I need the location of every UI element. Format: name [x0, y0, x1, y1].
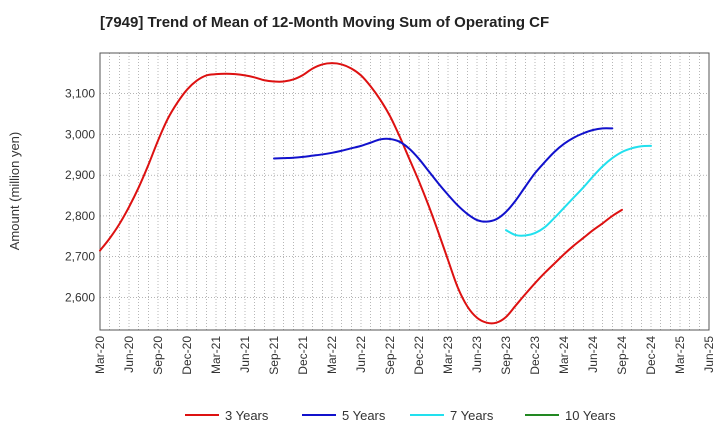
x-tick-label: Dec-24 [644, 336, 658, 375]
x-tick-label: Sep-24 [615, 336, 629, 375]
x-tick-label: Mar-22 [325, 336, 339, 374]
series-line-5-years [273, 127, 614, 223]
plot-frame [99, 52, 710, 331]
y-tick-labels: 2,600 2,700 2,800 2,900 3,000 3,100 [65, 87, 95, 305]
x-tick-label: Mar-20 [93, 336, 107, 374]
y-tick-label: 3,100 [65, 87, 95, 101]
x-tick-label: Sep-20 [151, 336, 165, 375]
series-line-7-years [505, 144, 652, 237]
x-tick-label: Dec-22 [412, 336, 426, 375]
x-tick-label: Dec-23 [528, 336, 542, 375]
x-tick-label: Sep-21 [267, 336, 281, 375]
series-line-3-years [99, 62, 623, 325]
y-tick-label: 2,600 [65, 290, 95, 304]
legend: 3 Years 5 Years 7 Years 10 Years [185, 408, 616, 423]
x-tick-label: Dec-20 [180, 336, 194, 375]
legend-label-5-years: 5 Years [342, 408, 386, 423]
legend-label-3-years: 3 Years [225, 408, 269, 423]
legend-label-10-years: 10 Years [565, 408, 616, 423]
x-tick-label: Mar-23 [441, 336, 455, 374]
x-tick-label: Dec-21 [296, 336, 310, 375]
y-axis-label: Amount (million yen) [7, 132, 22, 251]
x-tick-labels: Mar-20 Jun-20 Sep-20 Dec-20 Mar-21 Jun-21 Sep-… [93, 336, 716, 375]
series-layer [99, 62, 652, 325]
x-tick-label: Sep-22 [383, 336, 397, 375]
y-tick-label: 2,800 [65, 209, 95, 223]
x-tick-label: Mar-25 [673, 336, 687, 374]
x-tick-label: Mar-21 [209, 336, 223, 374]
grid-layer [100, 53, 709, 330]
x-tick-label: Jun-24 [586, 336, 600, 373]
legend-label-7-years: 7 Years [450, 408, 494, 423]
y-tick-label: 2,900 [65, 168, 95, 182]
x-tick-label: Jun-22 [354, 336, 368, 373]
x-tick-label: Jun-23 [470, 336, 484, 373]
x-tick-label: Mar-24 [557, 336, 571, 374]
chart-title: [7949] Trend of Mean of 12-Month Moving … [100, 14, 549, 31]
x-tick-label: Jun-25 [702, 336, 716, 373]
y-tick-label: 2,700 [65, 250, 95, 264]
y-tick-label: 3,000 [65, 127, 95, 141]
x-tick-label: Jun-21 [238, 336, 252, 373]
x-tick-label: Sep-23 [499, 336, 513, 375]
x-tick-label: Jun-20 [122, 336, 136, 373]
